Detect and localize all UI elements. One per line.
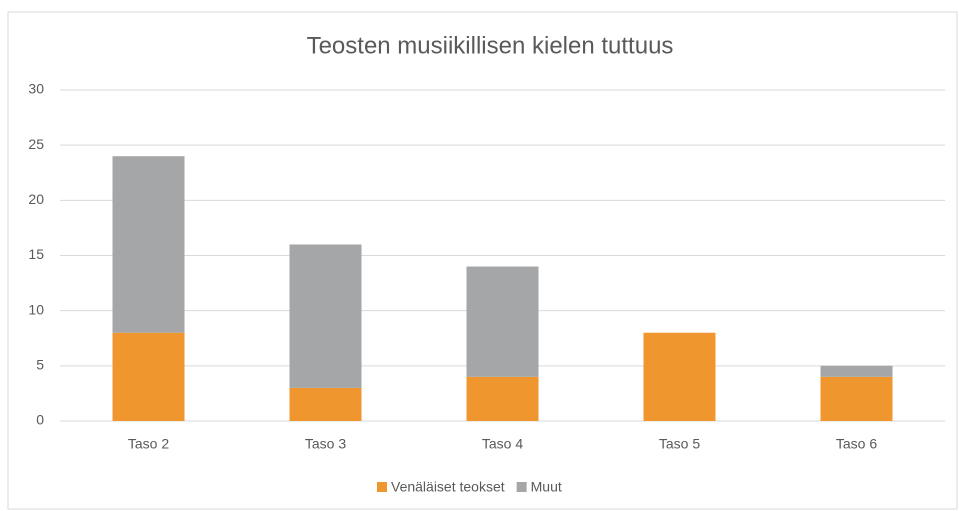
bar: [112, 332, 185, 421]
legend-label: Venäläiset teokset: [391, 479, 505, 495]
chart-title: Teosten musiikillisen kielen tuttuus: [307, 32, 674, 59]
x-tick-label: Taso 3: [305, 436, 346, 452]
bar: [466, 266, 539, 377]
bar: [289, 244, 362, 388]
bar: [466, 376, 539, 421]
legend-swatch: [377, 482, 387, 492]
y-tick-label: 25: [28, 136, 44, 152]
y-tick-label: 10: [28, 301, 44, 317]
bar: [643, 332, 716, 421]
bar: [820, 376, 893, 421]
y-tick-label: 30: [28, 81, 44, 97]
y-tick-label: 15: [28, 246, 44, 262]
bar: [820, 365, 893, 377]
y-tick-label: 0: [36, 412, 44, 428]
legend-label: Muut: [531, 479, 562, 495]
x-tick-label: Taso 2: [128, 436, 169, 452]
x-tick-label: Taso 4: [482, 436, 523, 452]
x-tick-label: Taso 5: [659, 436, 700, 452]
x-tick-label: Taso 6: [836, 436, 877, 452]
y-tick-label: 20: [28, 191, 44, 207]
bar: [112, 156, 185, 333]
legend-swatch: [516, 482, 527, 492]
y-tick-label: 5: [36, 357, 44, 373]
bar: [289, 387, 362, 421]
